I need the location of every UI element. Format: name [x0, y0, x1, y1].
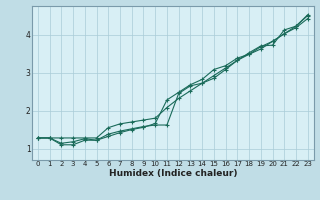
- X-axis label: Humidex (Indice chaleur): Humidex (Indice chaleur): [108, 169, 237, 178]
